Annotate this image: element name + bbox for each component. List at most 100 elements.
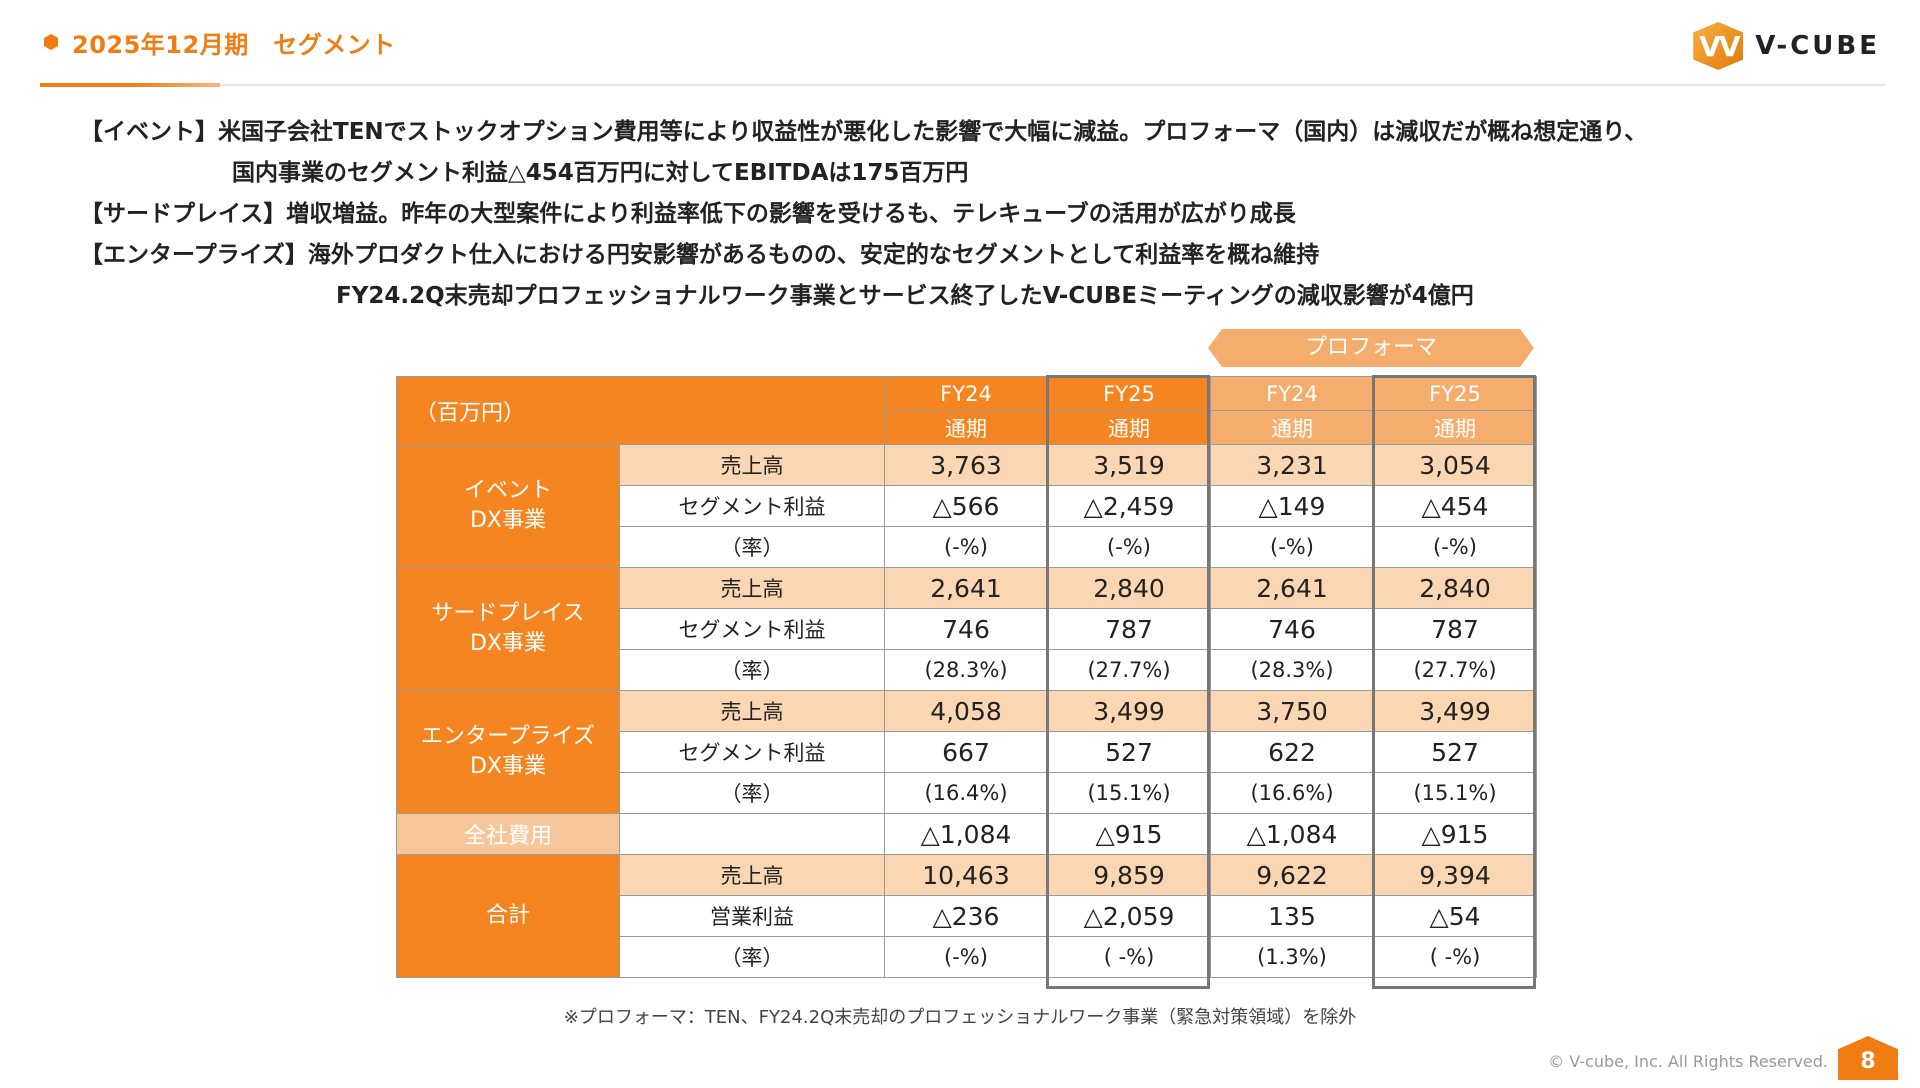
value-cell: ( -%) (1373, 936, 1537, 978)
table-row: セグメント利益 667 527 622 527 (397, 731, 1537, 773)
value-cell: △915 (1047, 813, 1211, 855)
segment-name-line2: DX事業 (469, 754, 546, 779)
value-cell: (16.4%) (884, 772, 1048, 814)
page-number: 8 (1838, 1036, 1898, 1080)
value-cell: 3,750 (1210, 690, 1374, 732)
empty-cell (619, 813, 885, 855)
table-header-row: 通期 通期 通期 通期 (397, 410, 1537, 445)
segment-table: （百万円） FY24 FY25 FY24 FY25 通期 通期 通期 通期 イベ… (396, 376, 1537, 978)
col-period: 通期 (1210, 410, 1374, 445)
logo-text: V-CUBE (1755, 31, 1880, 61)
value-cell: 667 (884, 731, 1048, 773)
value-cell: 787 (1373, 608, 1537, 650)
value-cell: 2,840 (1047, 567, 1211, 609)
value-cell: ( -%) (1047, 936, 1211, 978)
segment-name: エンタープライズ DX事業 (396, 690, 620, 814)
note-enterprise-cont: FY24.2Q末売却プロフェッショナルワーク事業とサービス終了したV-CUBEミ… (336, 283, 1474, 309)
value-cell: 2,641 (1210, 567, 1374, 609)
row-label: （率） (619, 936, 885, 978)
row-label: セグメント利益 (619, 731, 885, 773)
table-row: イベント DX事業 売上高 3,763 3,519 3,231 3,054 (396, 444, 1537, 568)
value-cell: 527 (1047, 731, 1211, 773)
value-cell: 746 (1210, 608, 1374, 650)
table-row: （率） (16.4%) (15.1%) (16.6%) (15.1%) (397, 772, 1537, 814)
value-cell: 3,054 (1373, 444, 1537, 486)
value-cell: (28.3%) (1210, 649, 1374, 691)
value-cell: (16.6%) (1210, 772, 1374, 814)
vcube-logo-icon: VV (1693, 22, 1744, 70)
row-label: 売上高 (619, 567, 885, 609)
value-cell: (-%) (884, 936, 1048, 978)
footnote: ※プロフォーマ：TEN、FY24.2Q末売却のプロフェッショナルワーク事業（緊急… (563, 1007, 1357, 1028)
value-cell: (15.1%) (1047, 772, 1211, 814)
table-row: （率） (28.3%) (27.7%) (28.3%) (27.7%) (397, 649, 1537, 691)
col-period: 通期 (884, 410, 1048, 445)
table-row: サードプレイス DX事業 売上高 2,641 2,840 2,641 2,840 (396, 567, 1537, 691)
row-label: 売上高 (619, 444, 885, 486)
col-period: 通期 (1373, 410, 1537, 445)
value-cell: 787 (1047, 608, 1211, 650)
value-cell: (-%) (1047, 526, 1211, 568)
row-label: （率） (619, 649, 885, 691)
table-row: 合計 売上高 10,463 9,859 9,622 9,394 (396, 854, 1537, 978)
segment-name-line2: DX事業 (469, 631, 546, 656)
segment-name-line2: DX事業 (469, 508, 546, 533)
col-period: 通期 (1047, 410, 1211, 445)
value-cell: △2,459 (1047, 485, 1211, 527)
value-cell: △149 (1210, 485, 1374, 527)
value-cell: 2,641 (884, 567, 1048, 609)
commentary: 【イベント】米国子会社TENでストックオプション費用等により収益性が悪化した影響… (80, 112, 1647, 317)
header-divider (40, 84, 1885, 86)
segment-name: サードプレイス DX事業 (396, 567, 620, 691)
value-cell: 527 (1373, 731, 1537, 773)
value-cell: 135 (1210, 895, 1374, 937)
value-cell: 3,763 (884, 444, 1048, 486)
value-cell: △454 (1373, 485, 1537, 527)
value-cell: △1,084 (884, 813, 1048, 855)
value-cell: 9,859 (1047, 854, 1211, 896)
value-cell: 4,058 (884, 690, 1048, 732)
segment-name: イベント DX事業 (396, 444, 620, 568)
value-cell: △54 (1373, 895, 1537, 937)
note-event: 【イベント】米国子会社TENでストックオプション費用等により収益性が悪化した影響… (80, 119, 1648, 145)
table-row: セグメント利益 △566 △2,459 △149 △454 (397, 485, 1537, 527)
col-year: FY24 (1210, 376, 1374, 411)
corporate-cost-label: 全社費用 (396, 813, 620, 855)
value-cell: (27.7%) (1373, 649, 1537, 691)
proforma-banner: プロフォーマ (1208, 329, 1534, 367)
segment-name-line1: エンタープライズ (420, 724, 596, 749)
value-cell: △1,084 (1210, 813, 1374, 855)
value-cell: (-%) (884, 526, 1048, 568)
value-cell: (-%) (1210, 526, 1374, 568)
slide-header: 2025年12月期 セグメント (44, 22, 396, 62)
row-label: 売上高 (619, 690, 885, 732)
value-cell: 746 (884, 608, 1048, 650)
row-label: 営業利益 (619, 895, 885, 937)
value-cell: 9,394 (1373, 854, 1537, 896)
value-cell: △915 (1373, 813, 1537, 855)
value-cell: 622 (1210, 731, 1374, 773)
row-label: （率） (619, 772, 885, 814)
value-cell: (1.3%) (1210, 936, 1374, 978)
value-cell: 3,499 (1373, 690, 1537, 732)
value-cell: △236 (884, 895, 1048, 937)
value-cell: 2,840 (1373, 567, 1537, 609)
value-cell: (15.1%) (1373, 772, 1537, 814)
value-cell: 3,499 (1047, 690, 1211, 732)
row-label: セグメント利益 (619, 485, 885, 527)
col-year: FY24 (884, 376, 1048, 411)
value-cell: △2,059 (1047, 895, 1211, 937)
value-cell: 10,463 (884, 854, 1048, 896)
value-cell: 9,622 (1210, 854, 1374, 896)
slide-title: 2025年12月期 セグメント (72, 30, 396, 59)
unit-label: （百万円） (396, 376, 885, 445)
value-cell: 3,519 (1047, 444, 1211, 486)
row-label: （率） (619, 526, 885, 568)
row-label: セグメント利益 (619, 608, 885, 650)
note-event-cont: 国内事業のセグメント利益△454百万円に対してEBITDAは175百万円 (232, 160, 969, 186)
note-enterprise: 【エンタープライズ】海外プロダクト仕入における円安影響があるものの、安定的なセグ… (80, 242, 1320, 268)
value-cell: (27.7%) (1047, 649, 1211, 691)
col-year: FY25 (1373, 376, 1537, 411)
hexagon-bullet-icon (44, 34, 58, 50)
value-cell: △566 (884, 485, 1048, 527)
